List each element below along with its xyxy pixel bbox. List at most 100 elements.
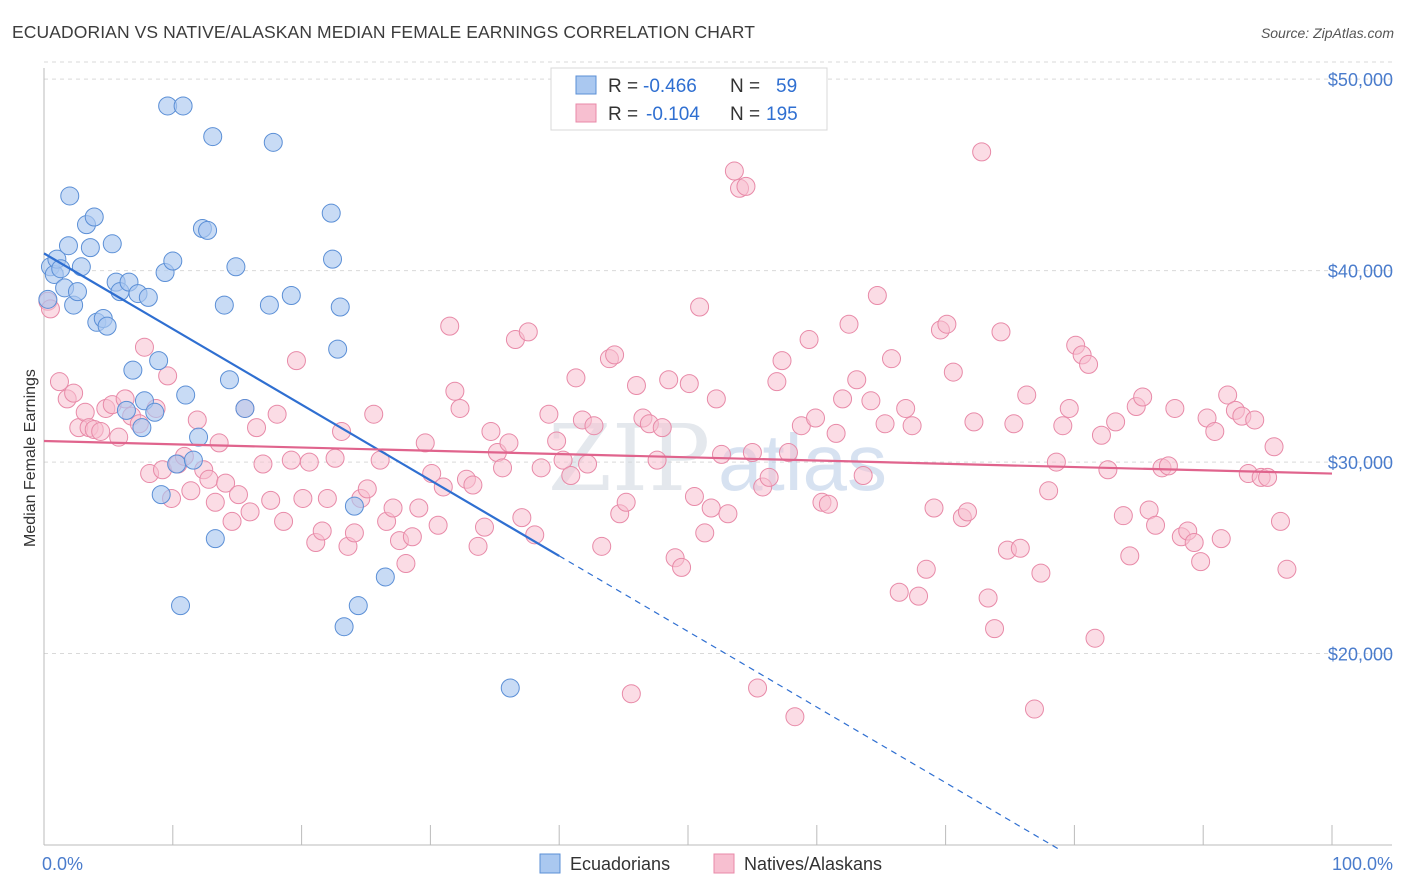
native-point [49,372,69,392]
ecuadorian-point [183,450,203,470]
native-point [396,554,416,574]
native-point [684,487,704,507]
native-point [1218,385,1238,405]
native-point [1165,398,1185,418]
ecuadorian-point [171,596,191,616]
native-point [261,490,281,510]
native-point [1053,416,1073,436]
native-point [1146,515,1166,535]
native-point [474,517,494,537]
native-point [216,473,236,493]
native-point [1184,532,1204,552]
native-point [861,391,881,411]
native-point [187,410,207,430]
native-point [450,398,470,418]
axes [43,68,1392,846]
ecuadorian-point [219,370,239,390]
native-point [253,454,273,474]
legend: R = -0.466 N = 59 R = -0.104 N = 195 [550,67,828,131]
native-point [1024,699,1044,719]
native-point [1010,538,1030,558]
native-point [1039,481,1059,501]
native-point [736,176,756,196]
native-point [561,465,581,485]
native-point [134,337,154,357]
native-point [209,433,229,453]
native-point [957,502,977,522]
native-point [109,427,129,447]
native-point [222,511,242,531]
bottom-legend-label-ecuadorians: Ecuadorians [570,854,670,874]
native-point [647,450,667,470]
native-point [853,465,873,485]
ecuadorian-point [67,282,87,302]
native-point [695,523,715,543]
native-point [799,330,819,350]
native-point [748,678,768,698]
native-point [711,444,731,464]
native-point [312,521,332,541]
native-point [785,707,805,727]
legend-r-value-1: -0.466 [643,76,697,97]
native-point [357,479,377,499]
ecuadorian-point [328,339,348,359]
ecuadorian-point [323,249,343,269]
ecuadorian-point [138,287,158,307]
ecuadorian-point [203,127,223,147]
native-point [867,286,887,305]
ecuadorian-point [60,186,80,206]
native-point [759,467,779,487]
native-point [924,498,944,518]
ecuadorian-point [163,251,183,271]
ecuadorian-point [205,529,225,549]
ecuadorian-point [198,220,218,240]
native-point [428,515,448,535]
ecuadorian-point [235,398,255,418]
native-point [539,404,559,424]
native-point [626,375,646,395]
native-point [1191,552,1211,572]
ecuadorian-point [102,234,122,254]
ecuadorian-points [38,96,520,698]
native-point [499,433,519,453]
ecuadorian-point [281,286,301,305]
native-point [1264,437,1284,457]
native-point [205,492,225,512]
native-point [566,368,586,388]
native-point [267,404,287,424]
legend-swatch-natives [575,103,597,123]
ecuadorian-point [167,454,187,474]
legend-n-value-2: 195 [766,104,798,125]
trendlines [43,252,1333,852]
native-point [1017,385,1037,405]
native-point [724,161,744,181]
native-point [402,527,422,547]
native-point [991,322,1011,342]
native-point [916,559,936,579]
native-point [767,372,787,392]
native-point [344,523,364,543]
y-tick-labels: $20,000 $30,000 $40,000 $50,000 [1328,70,1393,664]
native-point [605,345,625,365]
native-point [440,316,460,336]
bottom-legend-swatch-ecuadorians [539,853,561,874]
ecuadorian-point [189,427,209,447]
native-point [463,475,483,495]
ecuadorian-point [259,295,279,315]
native-point [943,362,963,382]
y-tick-label: $20,000 [1328,645,1393,665]
native-point [274,511,294,531]
chart-title: ECUADORIAN VS NATIVE/ALASKAN MEDIAN FEMA… [12,22,756,42]
native-point [281,450,301,470]
native-point [778,443,798,462]
native-point [964,412,984,432]
native-point [228,485,248,505]
gridlines [44,61,1392,655]
ecuadorian-point [334,617,354,637]
native-point [1133,387,1153,407]
ecuadorian-point [132,418,152,438]
native-point [553,450,573,470]
native-point [889,582,909,602]
native-point [1211,529,1231,549]
